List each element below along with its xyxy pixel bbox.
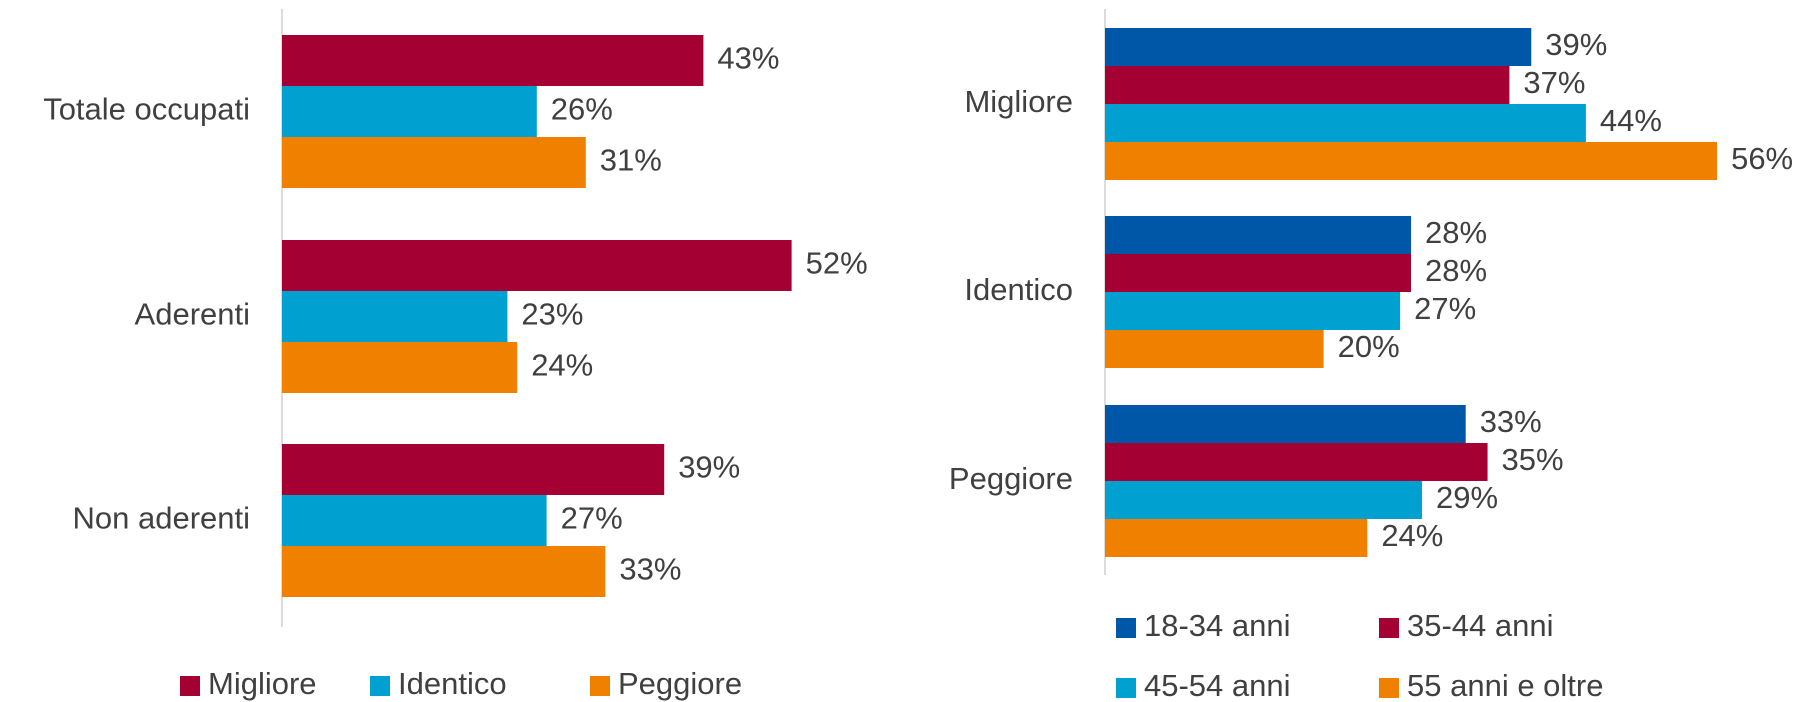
value-label: 33% — [1480, 404, 1542, 439]
bar — [1105, 443, 1488, 481]
category-label: Non aderenti — [72, 501, 250, 536]
bar — [282, 291, 508, 342]
legend-label: 35-44 anni — [1407, 608, 1554, 643]
bar — [1105, 330, 1324, 368]
bar — [1105, 405, 1466, 443]
value-label: 52% — [806, 246, 868, 281]
category-label: Migliore — [964, 84, 1073, 119]
legend-label: Peggiore — [618, 666, 742, 701]
legend-label: 18-34 anni — [1144, 608, 1291, 643]
bar — [1105, 142, 1718, 180]
bar — [1105, 519, 1368, 557]
bar — [1105, 292, 1401, 330]
bar — [1105, 28, 1532, 66]
value-label: 39% — [678, 450, 740, 485]
bar — [282, 240, 792, 291]
value-label: 33% — [619, 552, 681, 587]
legend-label: Migliore — [208, 666, 317, 701]
bar — [282, 342, 518, 393]
bar — [282, 495, 547, 546]
value-label: 29% — [1436, 480, 1498, 515]
category-label: Totale occupati — [43, 92, 250, 127]
value-label: 26% — [551, 92, 613, 127]
value-label: 27% — [1414, 291, 1476, 326]
value-label: 24% — [531, 348, 593, 383]
value-label: 44% — [1600, 103, 1662, 138]
category-label: Identico — [964, 272, 1073, 307]
bar — [282, 546, 606, 597]
category-label: Peggiore — [949, 461, 1073, 496]
value-label: 39% — [1545, 27, 1607, 62]
value-label: 37% — [1523, 65, 1585, 100]
legend-label: 45-54 anni — [1144, 668, 1291, 702]
category-label: Aderenti — [135, 297, 250, 332]
bar — [282, 137, 586, 188]
value-label: 56% — [1731, 141, 1793, 176]
legend-swatch — [590, 676, 610, 696]
legend-swatch — [1379, 618, 1399, 638]
legend-swatch — [1116, 678, 1136, 698]
legend-label: 55 anni e oltre — [1407, 668, 1603, 702]
legend-swatch — [1116, 618, 1136, 638]
legend-swatch — [1379, 678, 1399, 698]
value-label: 20% — [1338, 329, 1400, 364]
value-label: 43% — [717, 41, 779, 76]
value-label: 28% — [1425, 253, 1487, 288]
value-label: 31% — [600, 143, 662, 178]
legend-label: Identico — [398, 666, 507, 701]
bar — [1105, 481, 1422, 519]
bar — [1105, 66, 1510, 104]
bar — [282, 444, 665, 495]
value-label: 35% — [1502, 442, 1564, 477]
value-label: 24% — [1381, 518, 1443, 553]
bar — [1105, 104, 1586, 142]
bar — [1105, 216, 1412, 254]
bar — [1105, 254, 1412, 292]
value-label: 23% — [521, 297, 583, 332]
bar — [282, 86, 537, 137]
legend-swatch — [180, 676, 200, 696]
legend-swatch — [370, 676, 390, 696]
value-label: 27% — [561, 501, 623, 536]
value-label: 28% — [1425, 215, 1487, 250]
bar — [282, 35, 704, 86]
